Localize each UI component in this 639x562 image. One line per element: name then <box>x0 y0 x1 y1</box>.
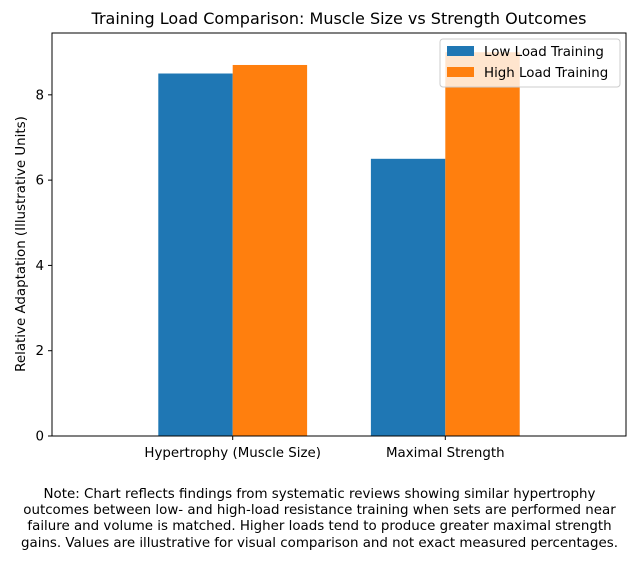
chart-footnote: Note: Chart reflects findings from syste… <box>0 487 639 552</box>
plot-frame <box>51 32 627 437</box>
legend-swatch <box>447 46 474 56</box>
y-tick-label: 2 <box>35 344 44 359</box>
y-tick-label: 6 <box>35 174 44 189</box>
footnote-line: outcomes between low- and high-load resi… <box>23 503 616 519</box>
bar-low-load-training-0 <box>158 73 233 436</box>
y-tick-label: 0 <box>35 430 44 445</box>
x-tick-label: Hypertrophy (Muscle Size) <box>144 446 321 461</box>
y-axis-label: Relative Adaptation (Illustrative Units) <box>14 116 29 372</box>
legend-label: Low Load Training <box>484 45 604 60</box>
footnote-line: gains. Values are illustrative for visua… <box>21 535 618 551</box>
footnote-line: Note: Chart reflects findings from syste… <box>43 487 596 502</box>
legend-swatch <box>447 67 474 77</box>
y-tick-label: 8 <box>35 88 44 103</box>
bar-high-load-training-0 <box>232 64 308 436</box>
bar-low-load-training-1 <box>370 158 446 437</box>
chart-title: Training Load Comparison: Muscle Size vs… <box>91 9 587 28</box>
bar-high-load-training-1 <box>445 52 520 436</box>
legend-label: High Load Training <box>484 66 608 81</box>
legend-box <box>439 38 621 88</box>
bar-chart: Training Load Comparison: Muscle Size vs… <box>14 9 627 461</box>
footnote-line: failure and volume is matched. Higher lo… <box>27 519 612 535</box>
x-tick-label: Maximal Strength <box>386 446 505 461</box>
y-tick-label: 4 <box>35 259 44 274</box>
legend: Low Load Training High Load Training <box>439 38 621 88</box>
